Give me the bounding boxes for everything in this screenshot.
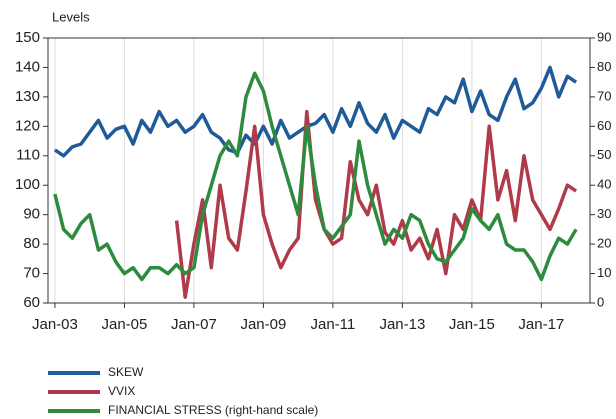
y-tick-label: 100 (15, 176, 40, 193)
y-tick-label: 80 (23, 235, 40, 252)
y-tick-label: 90 (23, 206, 40, 223)
y-tick-label: 150 (15, 29, 40, 46)
x-tick-label: Jan-17 (518, 316, 564, 333)
x-tick-label: Jan-09 (240, 316, 286, 333)
legend-label: VVIX (108, 384, 135, 398)
y-axis-label: Levels (52, 9, 90, 24)
x-tick-label: Jan-05 (101, 316, 147, 333)
y2-tick-label: 60 (597, 118, 611, 133)
y-tick-label: 110 (16, 147, 40, 164)
y-tick-label: 70 (23, 265, 40, 282)
series-line (174, 109, 578, 299)
y2-tick-label: 20 (597, 236, 611, 251)
x-tick-label: Jan-03 (32, 316, 78, 333)
y2-tick-label: 10 (597, 265, 611, 280)
y-tick-label: 140 (15, 58, 40, 75)
y2-tick-label: 40 (597, 177, 611, 192)
y2-tick-label: 0 (597, 294, 604, 309)
y-tick-label: 120 (15, 117, 40, 134)
legend-label: FINANCIAL STRESS (right-hand scale) (108, 403, 318, 417)
series-line (53, 65, 578, 158)
y2-tick-label: 80 (597, 59, 611, 74)
y-tick-label: 130 (15, 88, 40, 105)
y-tick-label: 60 (23, 294, 40, 311)
x-tick-label: Jan-07 (171, 316, 217, 333)
plot-frame (47, 37, 591, 304)
y2-tick-label: 90 (597, 29, 611, 44)
series-line (53, 71, 578, 282)
y2-tick-label: 30 (597, 206, 611, 221)
y2-tick-label: 70 (597, 88, 611, 103)
legend-label: SKEW (108, 365, 144, 379)
x-tick-label: Jan-11 (311, 316, 356, 333)
x-tick-label: Jan-13 (379, 316, 425, 333)
y2-tick-label: 50 (597, 147, 611, 162)
x-tick-label: Jan-15 (449, 316, 495, 333)
